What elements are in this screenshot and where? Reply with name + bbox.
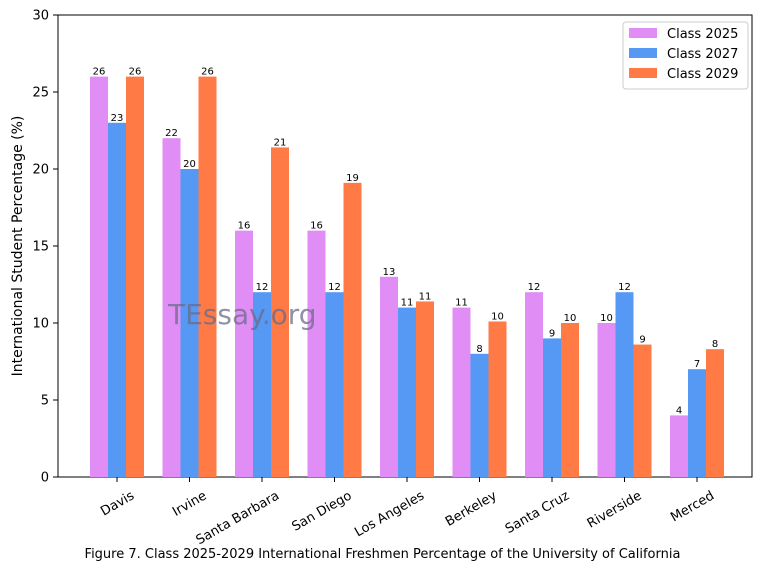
figure-caption: Figure 7. Class 2025-2029 International … xyxy=(84,547,681,562)
value-label-san-diego-class-2025: 16 xyxy=(310,221,323,232)
bar-berkeley-class-2027 xyxy=(470,353,489,477)
x-tick-label-riverside: Riverside xyxy=(585,488,645,531)
watermark-text: TEssay.org xyxy=(167,298,317,331)
bar-santa-barbara-class-2029 xyxy=(271,147,289,477)
bar-merced-class-2029 xyxy=(706,349,724,477)
value-label-los-angeles-class-2027: 11 xyxy=(401,298,414,309)
bar-davis-class-2029 xyxy=(126,76,144,477)
y-tick-label-10: 10 xyxy=(32,317,49,332)
bar-san-diego-class-2025 xyxy=(307,230,326,477)
bar-riverside-class-2029 xyxy=(633,344,652,477)
x-tick-label-merced: Merced xyxy=(668,488,717,525)
y-tick-label-20: 20 xyxy=(32,163,49,178)
y-tick-label-5: 5 xyxy=(41,394,49,409)
x-tick-label-los-angeles: Los Angeles xyxy=(352,488,427,540)
value-label-irvine-class-2025: 22 xyxy=(165,128,178,139)
bar-irvine-class-2029 xyxy=(198,76,217,477)
legend-swatch-class-2029 xyxy=(629,68,657,78)
bar-santa-barbara-class-2025 xyxy=(235,230,253,477)
x-tick-label-irvine: Irvine xyxy=(170,488,209,519)
y-tick-label-25: 25 xyxy=(32,86,49,101)
legend-swatch-class-2027 xyxy=(629,48,657,58)
value-label-riverside-class-2029: 9 xyxy=(639,335,645,346)
value-label-santa-cruz-class-2027: 9 xyxy=(549,328,555,339)
bar-riverside-class-2027 xyxy=(615,292,634,477)
value-label-riverside-class-2027: 12 xyxy=(618,282,631,293)
bar-santa-cruz-class-2029 xyxy=(561,323,579,477)
y-tick-label-15: 15 xyxy=(32,240,49,255)
value-label-merced-class-2027: 7 xyxy=(694,359,700,370)
bar-los-angeles-class-2025 xyxy=(380,276,398,477)
bar-santa-barbara-class-2027 xyxy=(253,292,271,477)
bar-merced-class-2025 xyxy=(670,415,688,477)
value-label-irvine-class-2029: 26 xyxy=(201,67,214,78)
x-tick-label-san-diego: San Diego xyxy=(289,488,354,534)
value-label-riverside-class-2025: 10 xyxy=(600,313,613,324)
x-tick-label-davis: Davis xyxy=(98,488,137,519)
bars-group xyxy=(90,76,724,478)
y-tick-label-30: 30 xyxy=(32,9,49,24)
legend-label-class-2029: Class 2029 xyxy=(667,67,738,82)
bar-davis-class-2027 xyxy=(108,122,126,478)
bar-berkeley-class-2025 xyxy=(452,307,471,477)
value-label-berkeley-class-2025: 11 xyxy=(455,298,468,309)
value-label-berkeley-class-2027: 8 xyxy=(476,344,482,355)
bar-los-angeles-class-2029 xyxy=(416,301,434,477)
bar-chart: 26 23 26 22 20 26 16 12 21 16 12 19 13 11 11 11 8 10 12 9 10… xyxy=(10,9,753,545)
value-label-davis-class-2029: 26 xyxy=(129,67,142,78)
value-label-santa-barbara-class-2025: 16 xyxy=(238,221,251,232)
value-label-santa-barbara-class-2029: 21 xyxy=(274,137,287,148)
bar-san-diego-class-2029 xyxy=(343,182,362,478)
value-label-merced-class-2025: 4 xyxy=(676,405,682,416)
bar-irvine-class-2025 xyxy=(162,138,181,477)
value-label-santa-cruz-class-2029: 10 xyxy=(564,313,577,324)
value-labels-group: 26 23 26 22 20 26 16 12 21 16 12 19 13 11 11 11 8 10 12 9 10… xyxy=(93,67,719,417)
legend-label-class-2025: Class 2025 xyxy=(667,27,738,42)
bar-santa-cruz-class-2027 xyxy=(543,338,561,477)
value-label-los-angeles-class-2025: 13 xyxy=(383,267,396,278)
value-label-davis-class-2025: 26 xyxy=(93,67,106,78)
y-axis: 0 5 10 15 20 25 30 xyxy=(32,9,58,486)
bar-riverside-class-2025 xyxy=(597,323,616,477)
value-label-davis-class-2027: 23 xyxy=(111,113,124,124)
value-label-los-angeles-class-2029: 11 xyxy=(419,291,432,302)
value-label-santa-barbara-class-2027: 12 xyxy=(256,282,269,293)
legend: Class 2025 Class 2027 Class 2029 xyxy=(622,21,749,90)
value-label-santa-cruz-class-2025: 12 xyxy=(528,282,541,293)
bar-irvine-class-2027 xyxy=(180,169,199,477)
legend-swatch-class-2025 xyxy=(629,28,657,38)
value-label-san-diego-class-2029: 19 xyxy=(346,173,359,184)
bar-berkeley-class-2029 xyxy=(488,321,507,477)
y-tick-label-0: 0 xyxy=(41,471,49,486)
value-label-merced-class-2029: 8 xyxy=(712,339,718,350)
x-tick-label-berkeley: Berkeley xyxy=(443,488,500,529)
value-label-san-diego-class-2027: 12 xyxy=(328,282,341,293)
value-label-berkeley-class-2029: 10 xyxy=(491,311,504,322)
bar-santa-cruz-class-2025 xyxy=(525,292,543,477)
y-axis-title: International Student Percentage (%) xyxy=(10,116,26,377)
bar-davis-class-2025 xyxy=(90,76,108,477)
x-tick-label-santa-cruz: Santa Cruz xyxy=(503,488,572,537)
value-label-irvine-class-2027: 20 xyxy=(183,159,196,170)
bar-merced-class-2027 xyxy=(688,369,706,477)
bar-los-angeles-class-2027 xyxy=(398,307,416,477)
legend-label-class-2027: Class 2027 xyxy=(667,47,738,62)
bar-san-diego-class-2027 xyxy=(325,292,344,477)
